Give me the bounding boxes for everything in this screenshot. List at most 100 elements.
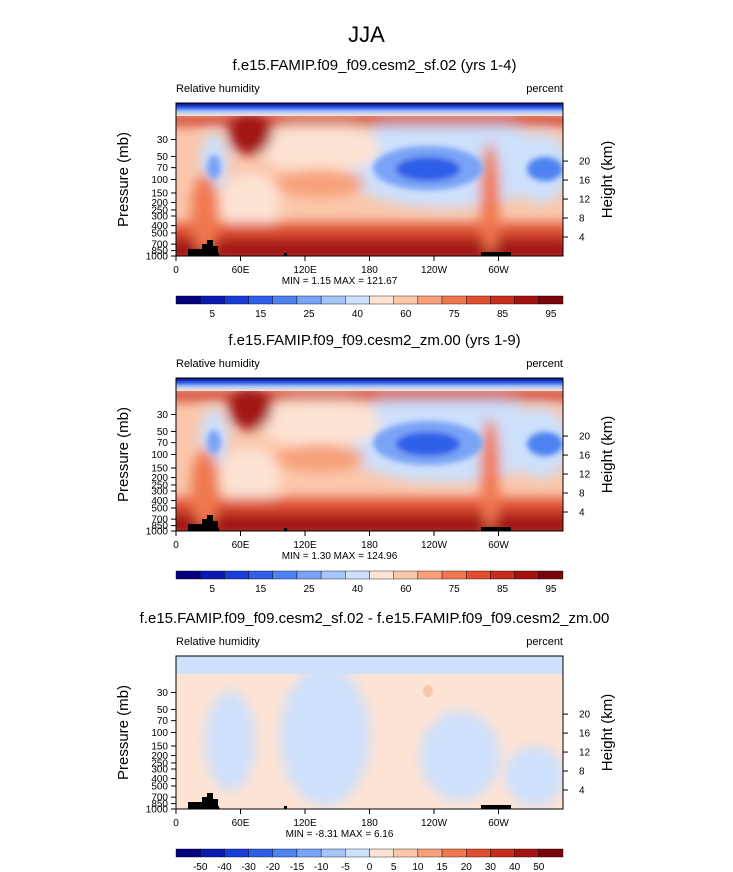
colorbar-label: 40 bbox=[352, 309, 364, 320]
y-tick-label: 850 bbox=[151, 799, 168, 810]
colorbar-swatch bbox=[466, 570, 491, 580]
colorbar-swatch bbox=[466, 295, 491, 305]
y-right-tick-label: 8 bbox=[579, 214, 585, 225]
contour-field bbox=[176, 378, 563, 531]
y-tick-label: 400 bbox=[151, 774, 168, 785]
y-tick-label: 400 bbox=[151, 221, 168, 232]
y-tick-label: 200 bbox=[151, 198, 168, 209]
colorbar-swatch bbox=[514, 570, 540, 580]
colorbar-swatch bbox=[175, 295, 201, 305]
min-max-stats: MIN = 1.15 MAX = 121.67 bbox=[282, 276, 398, 287]
colorbar: 5 15 25 40 60 75 85 95 bbox=[175, 570, 564, 595]
colorbar-swatch bbox=[393, 570, 419, 580]
colorbar-swatch bbox=[175, 848, 201, 858]
y-tick-label: 30 bbox=[157, 135, 169, 146]
colorbar-swatch bbox=[514, 848, 540, 858]
x-tick-label: 60E bbox=[232, 265, 250, 276]
contour-field bbox=[176, 656, 563, 809]
y-axis-label: Pressure (mb) bbox=[115, 407, 132, 502]
y-tick-label: 50 bbox=[157, 152, 169, 163]
colorbar-label: 85 bbox=[497, 309, 509, 320]
y-right-axis-label: Height (km) bbox=[599, 694, 616, 772]
colorbar-label: -50 bbox=[193, 862, 208, 872]
y-tick-label: 250 bbox=[151, 480, 168, 491]
y-tick-label: 70 bbox=[157, 163, 169, 174]
x-tick-label: 60E bbox=[232, 818, 250, 829]
colorbar-swatch bbox=[490, 295, 515, 305]
colorbar-label: 5 bbox=[391, 862, 397, 872]
colorbar-label: 10 bbox=[412, 862, 424, 872]
colorbar-swatch bbox=[320, 295, 346, 305]
y-tick-label: 300 bbox=[151, 211, 168, 222]
colorbar-label: 95 bbox=[545, 309, 557, 320]
panel-title: f.e15.FAMIP.f09_f09.cesm2_sf.02 (yrs 1-4… bbox=[232, 57, 516, 74]
x-tick-label: 120W bbox=[421, 818, 448, 829]
x-tick-label: 120W bbox=[421, 265, 448, 276]
y-right-tick-label: 16 bbox=[579, 176, 591, 187]
colorbar-swatch bbox=[417, 295, 443, 305]
y-tick-label: 150 bbox=[151, 741, 168, 752]
topography-asia bbox=[188, 793, 220, 809]
colorbar-swatch bbox=[490, 570, 515, 580]
colorbar-swatch bbox=[296, 295, 322, 305]
colorbar-swatch bbox=[320, 848, 346, 858]
y-right-tick-label: 8 bbox=[579, 489, 585, 500]
y-tick-label: 850 bbox=[151, 246, 168, 257]
colorbar-label: 60 bbox=[400, 309, 412, 320]
y-tick-label: 700 bbox=[151, 793, 168, 804]
y-right-tick-label: 20 bbox=[579, 157, 591, 168]
colorbar-swatch bbox=[490, 848, 515, 858]
y-tick-label: 50 bbox=[157, 705, 169, 716]
contour-field bbox=[176, 103, 563, 256]
colorbar-swatch bbox=[272, 848, 298, 858]
colorbar-label: -40 bbox=[217, 862, 232, 872]
topography-andes bbox=[481, 252, 511, 256]
y-tick-label: 300 bbox=[151, 486, 168, 497]
colorbar-swatch bbox=[224, 848, 249, 858]
colorbar-swatch bbox=[199, 295, 225, 305]
y-right-tick-label: 12 bbox=[579, 195, 591, 206]
x-tick-label: 120W bbox=[421, 540, 448, 551]
colorbar-swatch bbox=[345, 570, 370, 580]
y-right-tick-label: 4 bbox=[579, 508, 585, 519]
colorbar-label: 15 bbox=[255, 584, 267, 595]
x-tick-label: 180 bbox=[361, 540, 378, 551]
colorbar-label: 60 bbox=[400, 584, 412, 595]
x-tick-label: 60W bbox=[488, 265, 509, 276]
colorbar-swatch bbox=[538, 570, 564, 580]
colorbar-swatch bbox=[224, 295, 249, 305]
y-tick-label: 70 bbox=[157, 716, 169, 727]
colorbar-swatch bbox=[320, 570, 346, 580]
colorbar-swatch bbox=[224, 570, 249, 580]
y-tick-label: 500 bbox=[151, 228, 168, 239]
y-right-tick-label: 16 bbox=[579, 729, 591, 740]
x-tick-label: 120E bbox=[293, 540, 317, 551]
colorbar-swatch bbox=[248, 570, 273, 580]
colorbar-label: 25 bbox=[303, 584, 315, 595]
topography-asia bbox=[188, 515, 220, 531]
min-max-stats: MIN = 1.30 MAX = 124.96 bbox=[282, 551, 398, 562]
colorbar-swatch bbox=[296, 570, 322, 580]
y-tick-label: 30 bbox=[157, 688, 169, 699]
colorbar-swatch bbox=[393, 848, 419, 858]
colorbar-label: 75 bbox=[449, 309, 461, 320]
colorbar-swatch bbox=[248, 295, 273, 305]
y-tick-label: 300 bbox=[151, 764, 168, 775]
colorbar-label: 5 bbox=[210, 309, 216, 320]
y-tick-label: 500 bbox=[151, 781, 168, 792]
variable-label: Relative humidity bbox=[176, 636, 260, 648]
colorbar-swatch bbox=[272, 295, 298, 305]
y-tick-label: 150 bbox=[151, 188, 168, 199]
x-tick-label: 60E bbox=[232, 540, 250, 551]
colorbar-swatch bbox=[441, 848, 467, 858]
colorbar-swatch bbox=[514, 295, 540, 305]
panel-title: f.e15.FAMIP.f09_f09.cesm2_zm.00 (yrs 1-9… bbox=[228, 332, 520, 349]
panel-2: f.e15.FAMIP.f09_f09.cesm2_zm.00 (yrs 1-9… bbox=[115, 332, 616, 595]
x-tick-label: 0 bbox=[173, 818, 179, 829]
topography-andes bbox=[481, 527, 511, 531]
panel-title: f.e15.FAMIP.f09_f09.cesm2_sf.02 - f.e15.… bbox=[140, 610, 610, 627]
y-right-tick-label: 4 bbox=[579, 786, 585, 797]
colorbar-label: 15 bbox=[255, 309, 267, 320]
y-axis-label: Pressure (mb) bbox=[115, 132, 132, 227]
